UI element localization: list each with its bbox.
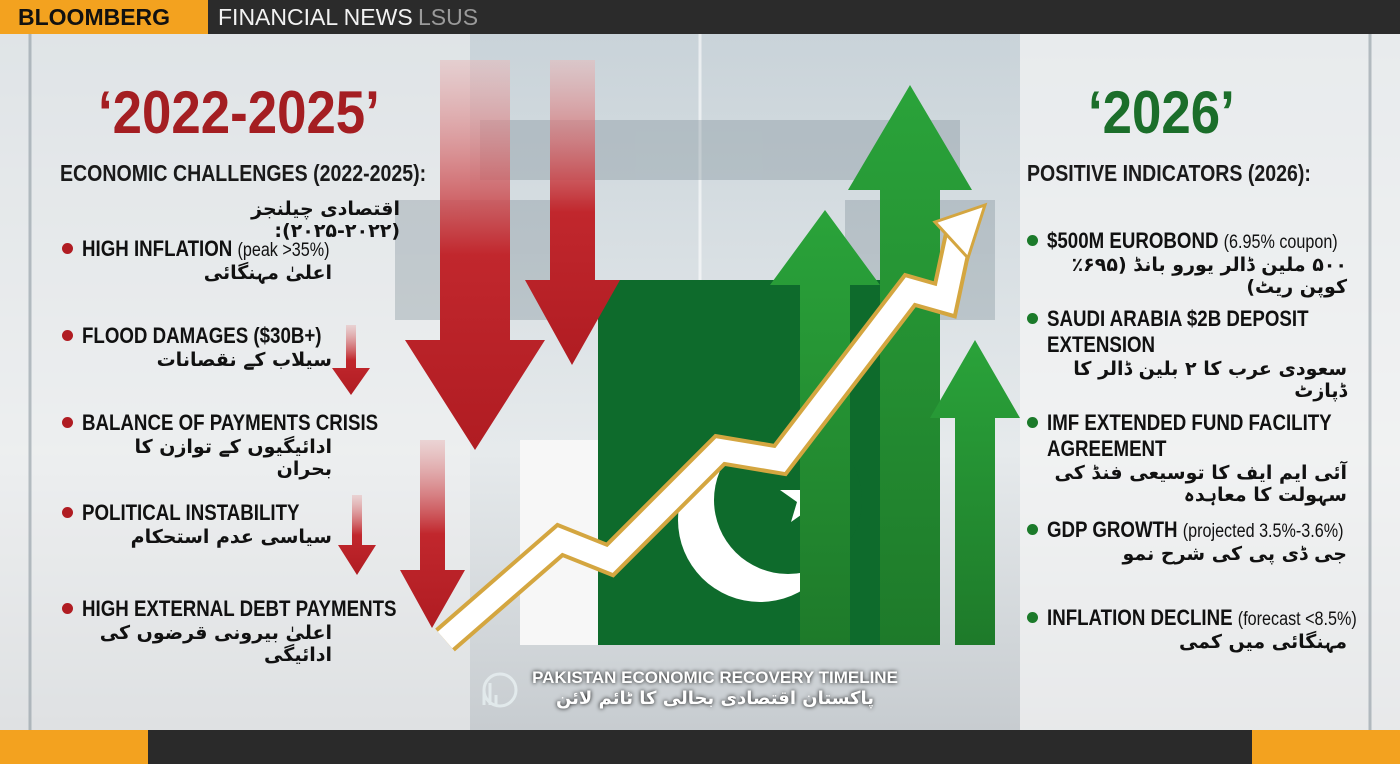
item-title-text: INFLATION DECLINE [1047, 605, 1233, 630]
footer-title-urdu: پاکستان اقتصادی بحالی کا ٹائم لائن [555, 688, 875, 709]
indicator-item: HIGH EXTERNAL DEBT PAYMENTS اعلیٰ بیرونی … [62, 596, 442, 666]
left-heading: ECONOMIC CHALLENGES (2022-2025): [60, 160, 427, 186]
tag-label: LSUS [418, 4, 479, 30]
item-title: POLITICAL INSTABILITY [82, 500, 388, 526]
item-urdu: سعودی عرب کا ۲ بلین ڈالر کا ڈپازٹ [1073, 358, 1347, 402]
item-title: GDP GROWTH (projected 3.5%-3.6%) [1047, 517, 1353, 543]
bottom-bar-inner [148, 730, 1252, 764]
item-title-text: POLITICAL INSTABILITY [82, 500, 300, 525]
bullet [62, 417, 73, 428]
item-urdu: مہنگائی میں کمی [1178, 631, 1347, 653]
indicator-item: FLOOD DAMAGES ($30B+) سیلاب کے نقصانات [62, 323, 442, 371]
item-urdu: ۵۰۰ ملین ڈالر یورو بانڈ (۶۹۵٪ کوپن ریٹ) [1071, 254, 1347, 298]
item-title-text: SAUDI ARABIA $2B DEPOSIT EXTENSION [1047, 306, 1309, 357]
item-detail: (peak >35%) [237, 240, 330, 261]
item-urdu: جی ڈی پی کی شرح نمو [1122, 543, 1347, 565]
indicator-item: $500M EUROBOND (6.95% coupon) ۵۰۰ ملین ڈا… [1027, 228, 1400, 298]
item-title: IMF EXTENDED FUND FACILITY AGREEMENT [1047, 410, 1345, 462]
bullet [62, 507, 73, 518]
item-title-text: HIGH INFLATION [82, 236, 233, 261]
item-title-text: $500M EUROBOND [1047, 228, 1219, 253]
bullet [1027, 235, 1038, 246]
bullet [62, 330, 73, 341]
item-urdu: سیاسی عدم استحکام [130, 526, 332, 548]
item-title: BALANCE OF PAYMENTS CRISIS [82, 410, 388, 436]
section-label: FINANCIAL NEWS [218, 4, 413, 30]
item-urdu: ادائیگیوں کے توازن کا بحران [134, 436, 332, 480]
item-urdu: آئی ایم ایف کا توسیعی فنڈ کی سہولت کا مع… [1054, 462, 1347, 506]
left-heading-urdu: اقتصادی چیلنجز (۲۰۲۲-۲۰۲۵): [251, 198, 400, 242]
indicator-item: INFLATION DECLINE (forecast <8.5%) مہنگائ… [1027, 605, 1400, 653]
footer-title: PAKISTAN ECONOMIC RECOVERY TIMELINE [532, 668, 898, 687]
item-title-text: BALANCE OF PAYMENTS CRISIS [82, 410, 379, 435]
indicator-item: IMF EXTENDED FUND FACILITY AGREEMENT آئی … [1027, 410, 1400, 506]
item-title: FLOOD DAMAGES ($30B+) [82, 323, 388, 349]
item-title: HIGH INFLATION (peak >35%) [82, 236, 388, 262]
item-title-text: FLOOD DAMAGES ($30B+) [82, 323, 322, 348]
item-urdu: اعلیٰ بیرونی قرضوں کی ادائیگی [99, 622, 332, 666]
indicator-item: HIGH INFLATION (peak >35%) اعلیٰ مہنگائی [62, 236, 442, 284]
item-title-text: HIGH EXTERNAL DEBT PAYMENTS [82, 596, 397, 621]
brand: BLOOMBERG [0, 0, 208, 34]
item-title: HIGH EXTERNAL DEBT PAYMENTS [82, 596, 396, 622]
right-period: ‘2026’ [1088, 79, 1235, 146]
bullet [1027, 612, 1038, 623]
bullet [1027, 524, 1038, 535]
item-title: SAUDI ARABIA $2B DEPOSIT EXTENSION [1047, 306, 1345, 358]
left-period: ‘2022-2025’ [98, 79, 380, 146]
bottom-bar [0, 730, 1400, 764]
item-urdu: اعلیٰ مہنگائی [203, 262, 332, 284]
item-title: INFLATION DECLINE (forecast <8.5%) [1047, 605, 1357, 631]
item-detail: (projected 3.5%-3.6%) [1182, 521, 1344, 542]
bullet [1027, 313, 1038, 324]
indicator-item: SAUDI ARABIA $2B DEPOSIT EXTENSION سعودی … [1027, 306, 1400, 402]
item-detail: (6.95% coupon) [1223, 232, 1338, 253]
bullet [62, 603, 73, 614]
item-detail: (forecast <8.5%) [1237, 609, 1357, 630]
indicator-item: POLITICAL INSTABILITY سیاسی عدم استحکام [62, 500, 442, 548]
item-urdu: سیلاب کے نقصانات [156, 349, 332, 371]
item-title: $500M EUROBOND (6.95% coupon) [1047, 228, 1353, 254]
item-title-text: IMF EXTENDED FUND FACILITY AGREEMENT [1047, 410, 1332, 461]
item-title-text: GDP GROWTH [1047, 517, 1178, 542]
bullet [1027, 417, 1038, 428]
bullet [62, 243, 73, 254]
footer: PAKISTAN ECONOMIC RECOVERY TIMELINE پاکس… [530, 668, 900, 709]
top-bar: BLOOMBERG FINANCIAL NEWS LSUS [0, 0, 1400, 34]
indicator-item: GDP GROWTH (projected 3.5%-3.6%) جی ڈی پی… [1027, 517, 1400, 565]
indicator-item: BALANCE OF PAYMENTS CRISIS ادائیگیوں کے ت… [62, 410, 442, 480]
right-heading: POSITIVE INDICATORS (2026): [1027, 160, 1311, 186]
